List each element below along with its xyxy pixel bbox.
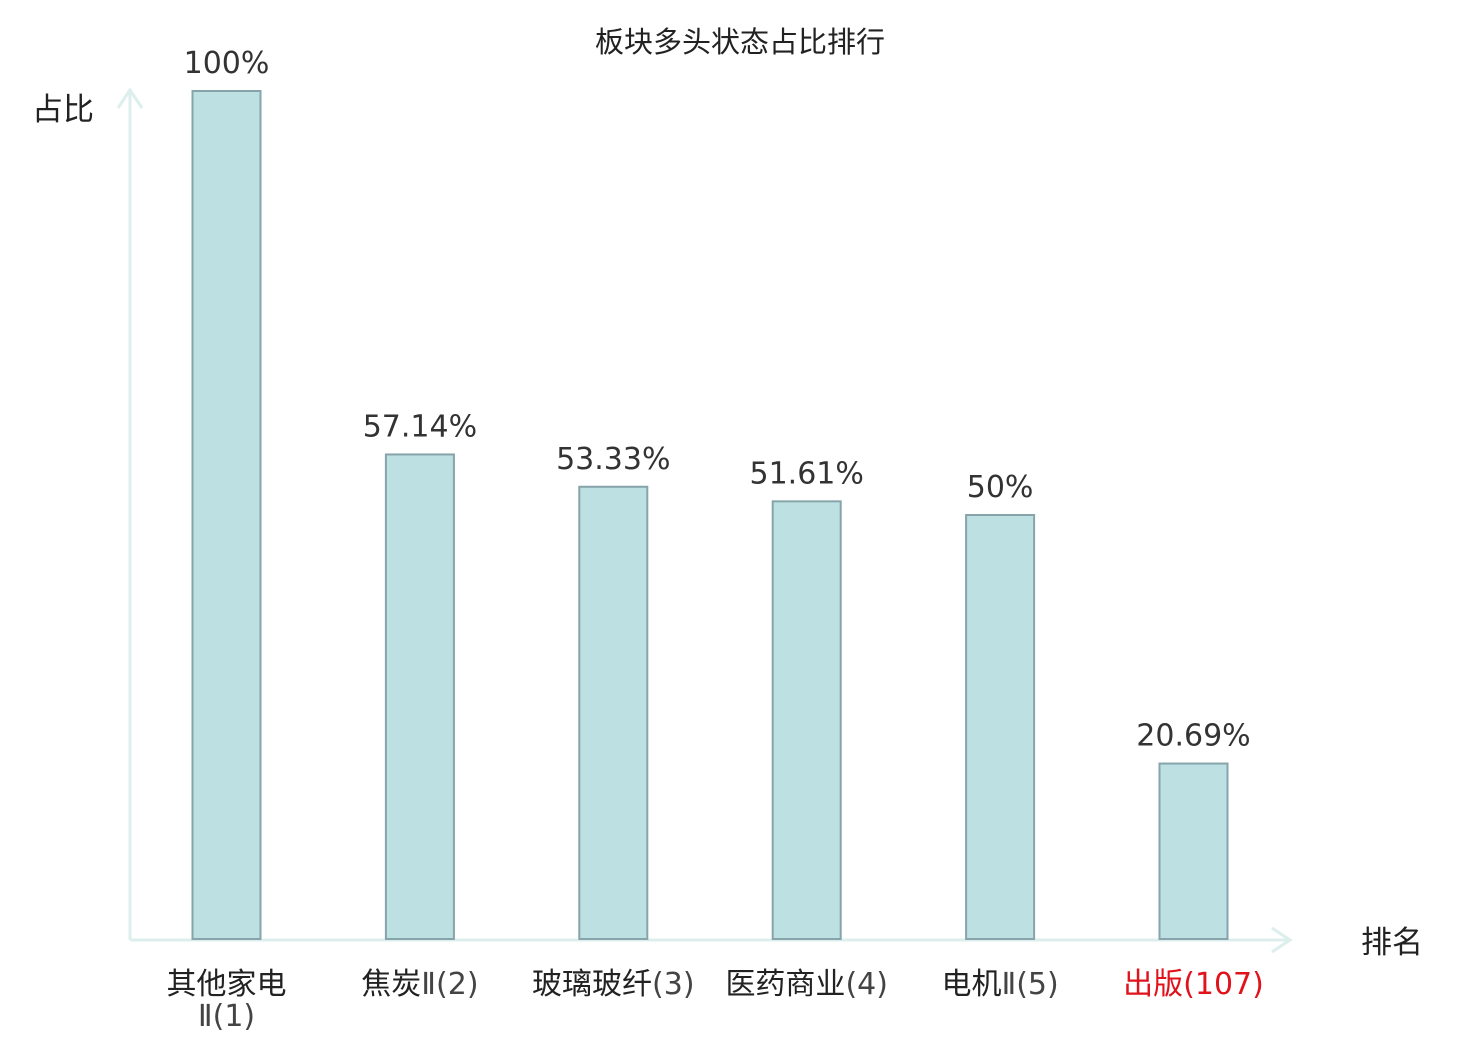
category-label: 其他家电 Ⅱ(1) [167,967,287,1034]
category-rank: Ⅱ(1) [198,999,255,1034]
bar [578,485,649,940]
bar-value-label: 51.61% [750,456,864,491]
bar [1158,762,1229,941]
category-name: 医药商业 [725,967,845,1002]
bar-value-label: 20.69% [1136,719,1250,754]
category-rank: Ⅱ(2) [421,967,478,1002]
category-rank: (3) [652,967,695,1002]
y-axis [116,87,144,940]
category-label: 玻璃玻纤(3) [532,967,695,1002]
category-name: 其他家电 [167,967,287,1002]
category-label: 电机Ⅱ(5) [941,967,1058,1002]
y-axis-label: 占比 [32,92,94,128]
category-label: 焦炭Ⅱ(2) [361,967,478,1002]
bar [771,500,842,940]
bars [191,90,1229,941]
category-label: 出版(107) [1123,967,1264,1002]
category-rank: (4) [845,967,888,1002]
bar [191,90,262,940]
y-axis-arrow-icon [116,87,144,109]
category-name: 焦炭 [361,967,421,1002]
category-rank: (107) [1183,967,1264,1002]
x-axis-arrow-icon [1271,926,1293,954]
bar-value-label: 100% [184,46,270,81]
bar [965,514,1036,940]
bar-value-label: 53.33% [556,442,670,477]
chart-title: 板块多头状态占比排行 [595,25,885,59]
x-axis-label: 排名 [1361,925,1423,961]
x-axis [130,926,1293,954]
category-name: 玻璃玻纤 [532,967,652,1002]
category-label: 医药商业(4) [725,967,888,1002]
category-rank: Ⅱ(5) [1001,967,1058,1002]
value-labels: 100% 57.14% 53.33% 51.61% 50% 20.69% [184,46,1251,754]
category-name: 电机 [941,967,1001,1002]
category-labels: 其他家电 Ⅱ(1) 焦炭Ⅱ(2) 玻璃玻纤(3) 医药商业(4) 电机Ⅱ(5) 出版(107… [167,967,1264,1034]
bar-value-label: 50% [967,470,1034,505]
bar [384,453,455,940]
category-name: 出版 [1123,967,1183,1002]
bar-value-label: 57.14% [363,409,477,444]
